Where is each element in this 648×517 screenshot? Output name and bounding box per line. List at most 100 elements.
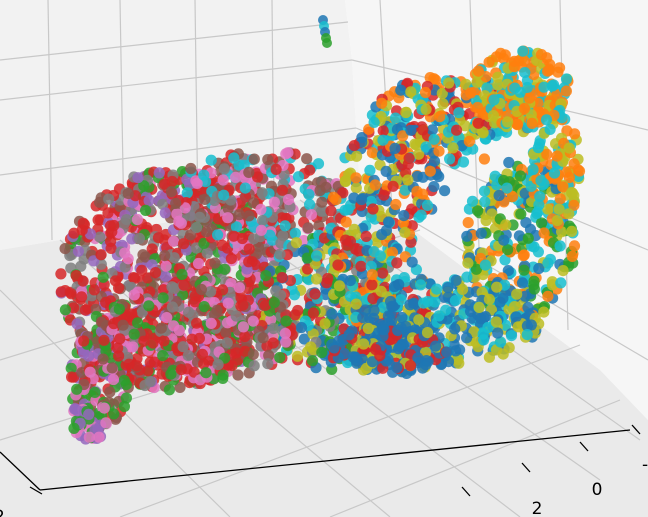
scatter-point [230, 171, 242, 183]
scatter-point [282, 194, 295, 206]
scatter-point [542, 290, 554, 302]
scatter-point [322, 38, 332, 48]
scatter-point [109, 275, 122, 287]
scatter-point [306, 355, 319, 367]
scatter-point [304, 164, 316, 176]
scatter-point [472, 205, 484, 217]
scatter-point [183, 306, 195, 318]
scatter-point [100, 417, 112, 429]
scatter-point [143, 300, 155, 312]
scatter-point [113, 303, 125, 315]
scatter-point [201, 247, 213, 259]
scatter-point [405, 86, 417, 98]
scatter-point [321, 277, 333, 289]
scatter-point [263, 349, 275, 361]
scatter-point [243, 210, 255, 222]
scatter-point [178, 238, 190, 250]
scatter-point [217, 174, 229, 186]
scatter-point [479, 196, 491, 208]
scatter-point [535, 49, 548, 61]
scatter-point [98, 402, 110, 414]
scatter-point [196, 348, 208, 360]
scatter-point [157, 198, 169, 210]
scatter-point [391, 257, 403, 269]
scatter-point [165, 186, 177, 198]
scatter-point [495, 336, 507, 348]
scatter-point [538, 306, 550, 318]
scatter-point [355, 260, 367, 272]
scatter-point [78, 335, 90, 347]
scatter-point [314, 184, 326, 197]
x-tick-2 [521, 462, 531, 473]
scatter-point [449, 323, 461, 335]
scatter-point [462, 257, 474, 269]
scatter-point [500, 219, 512, 231]
scatter-point [70, 270, 82, 282]
scatter-point [72, 405, 84, 417]
scatter-point [305, 209, 317, 221]
scatter-point [55, 268, 67, 280]
scatter-point [463, 135, 475, 147]
scatter-point [265, 314, 277, 326]
scatter-point [386, 246, 398, 258]
scatter-point [262, 358, 274, 370]
scatter-point [404, 360, 417, 372]
scatter-point [236, 232, 248, 245]
scatter-point [268, 297, 280, 309]
scatter-point [395, 294, 407, 306]
scatter-point [152, 232, 165, 244]
scatter-point [470, 263, 482, 275]
scatter-point [104, 386, 116, 398]
scatter-point [255, 224, 267, 236]
scatter-point [437, 98, 449, 110]
scatter-point [279, 327, 291, 340]
scatter-point [420, 346, 432, 358]
scatter-point [563, 171, 576, 184]
scatter-point [428, 155, 441, 167]
scatter-point [391, 361, 403, 374]
scatter-point [176, 268, 188, 281]
scatter-point [508, 301, 521, 313]
scatter-point [478, 334, 490, 346]
scatter-point [406, 256, 418, 268]
scatter-point [387, 180, 399, 192]
scatter-point [397, 130, 409, 142]
scatter-point [514, 170, 527, 182]
scatter-point [88, 255, 100, 267]
scatter-point [182, 350, 194, 362]
scatter-point [298, 333, 310, 345]
scatter-point [366, 147, 378, 159]
scatter-point [305, 341, 317, 353]
scatter-point [350, 298, 362, 310]
scatter-point [268, 196, 280, 208]
scatter-point [461, 230, 473, 242]
scatter-point [237, 321, 249, 333]
scatter-point [226, 360, 238, 372]
y-tick-1 [29, 486, 43, 495]
scatter-point [168, 235, 180, 247]
scatter-point [341, 239, 353, 251]
scatter-point [459, 120, 471, 132]
scatter-point [289, 227, 301, 239]
scatter-point [508, 61, 520, 73]
scatter-point [480, 214, 492, 227]
scatter-point [200, 367, 212, 379]
scatter-point [378, 189, 390, 201]
scatter-point [280, 336, 292, 348]
scatter-point [189, 296, 201, 308]
scatter-point [248, 360, 260, 372]
scatter-point [114, 333, 126, 345]
scatter-point [560, 85, 573, 97]
scatter-point [344, 275, 356, 287]
scatter-point [385, 295, 397, 308]
scatter-point [199, 193, 211, 205]
scatter-points [55, 15, 586, 445]
scatter-point [302, 222, 314, 234]
scatter-point [120, 379, 132, 391]
scatter-point [301, 252, 313, 264]
scatter-point [359, 304, 372, 316]
scatter-point [420, 141, 432, 153]
scatter-point [132, 317, 144, 329]
scatter-point [166, 301, 178, 313]
scatter-point [222, 297, 234, 309]
